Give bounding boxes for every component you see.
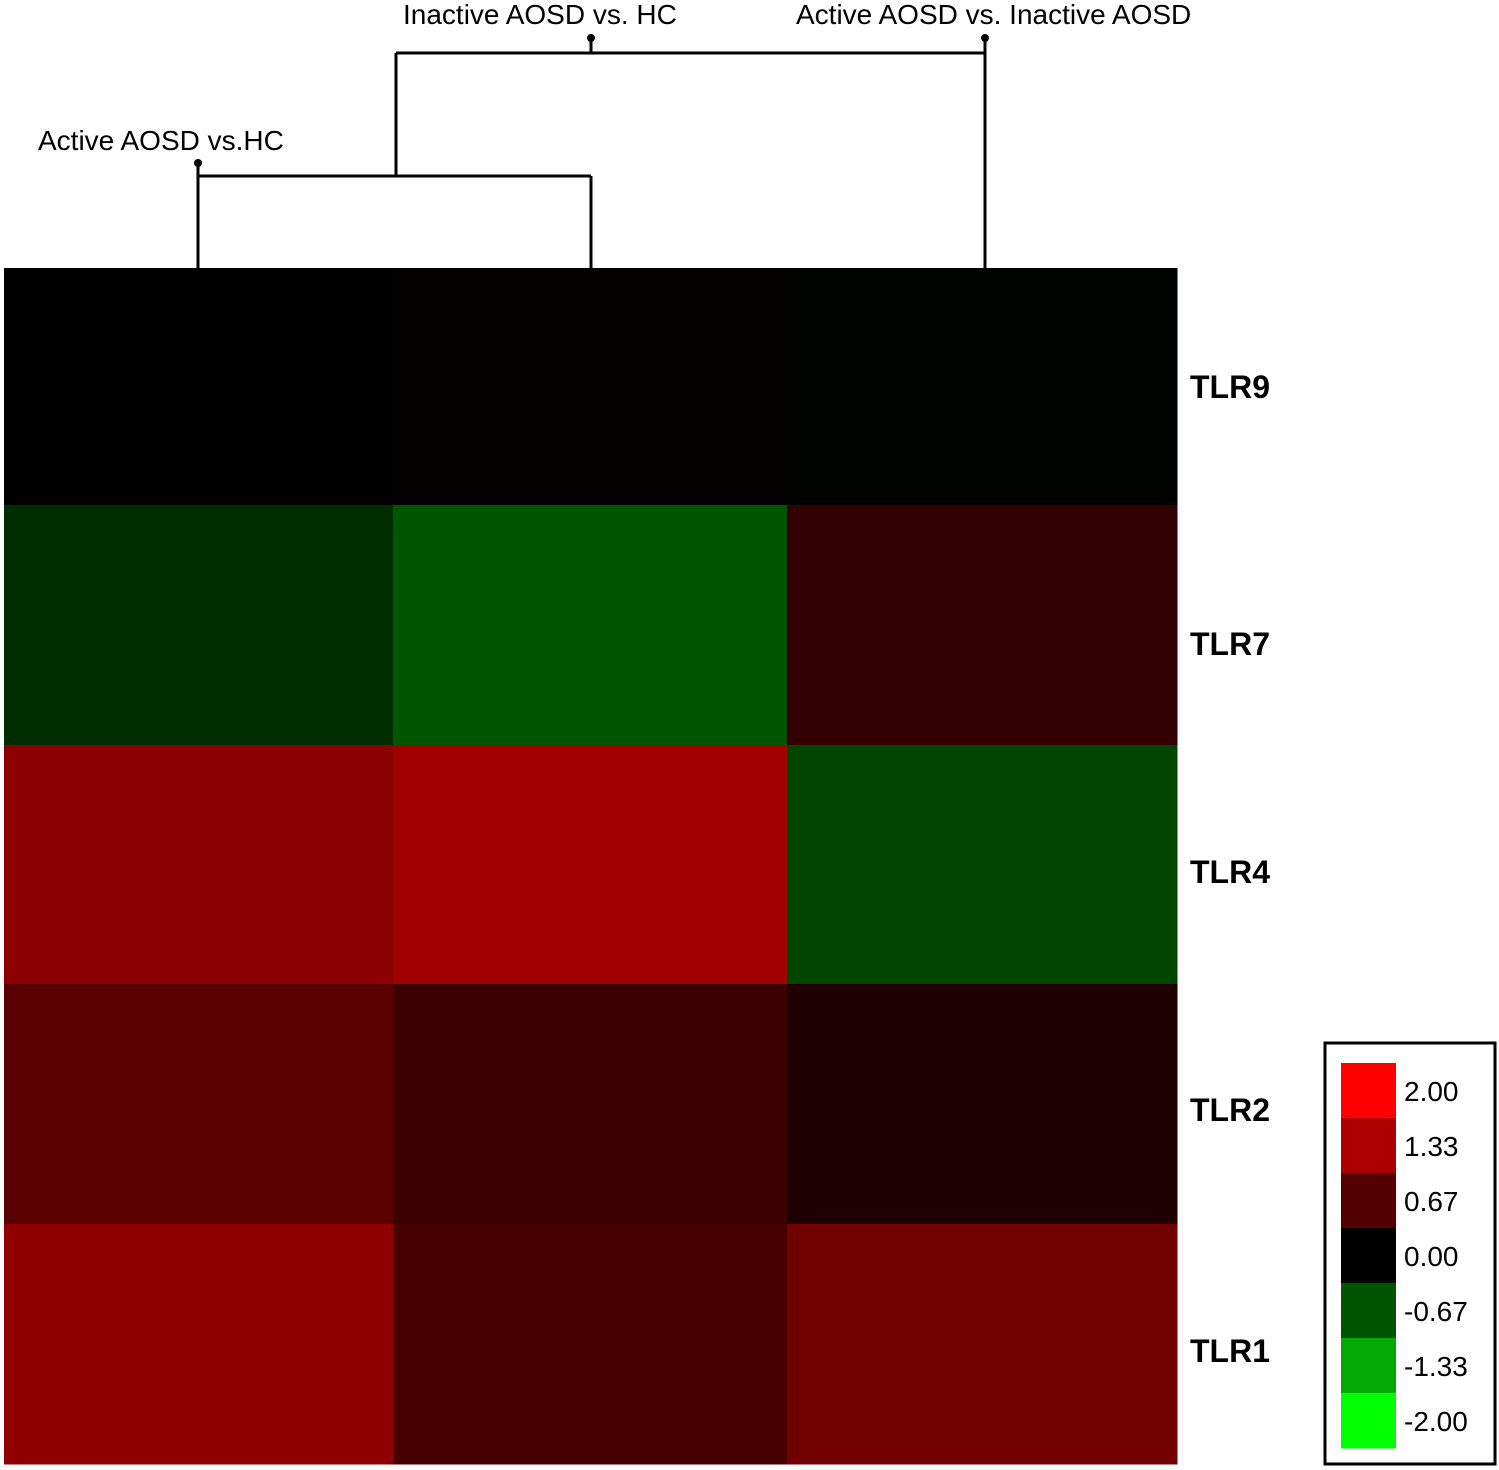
legend-swatch [1341, 1283, 1396, 1339]
legend-swatch [1341, 1338, 1396, 1394]
row-label: TLR7 [1190, 626, 1270, 662]
legend-swatch [1341, 1063, 1396, 1119]
column-label: Inactive AOSD vs. HC [403, 0, 677, 30]
heatmap-cell-tlr9-col2 [393, 268, 788, 506]
heatmap-cell-tlr7-col3 [787, 505, 1178, 746]
dendrogram-node-left [194, 159, 202, 167]
heatmap-cell-tlr4-col3 [787, 745, 1178, 985]
legend-label: -0.67 [1404, 1296, 1468, 1327]
row-labels: TLR9 TLR7 TLR4 TLR2 TLR1 [1190, 369, 1270, 1369]
dendrogram-node-right [981, 34, 989, 42]
legend-label: -1.33 [1404, 1351, 1468, 1382]
legend-swatch [1341, 1118, 1396, 1174]
column-labels: Active AOSD vs.HC Inactive AOSD vs. HC A… [38, 0, 1191, 156]
legend-label: -2.00 [1404, 1406, 1468, 1437]
dendrogram-node-root [587, 34, 595, 42]
heatmap-cell-tlr9-col3 [787, 268, 1178, 506]
legend-swatch [1341, 1393, 1396, 1449]
heatmap-cell-tlr7-col1 [4, 505, 394, 746]
heatmap-cell-tlr4-col1 [4, 745, 394, 985]
heatmap-cell-tlr1-col2 [393, 1224, 788, 1465]
heatmap-cell-tlr1-col1 [4, 1224, 394, 1465]
legend-label: 1.33 [1404, 1131, 1459, 1162]
row-label: TLR4 [1190, 854, 1270, 890]
heatmap-cell-tlr7-col2 [393, 505, 788, 746]
row-label: TLR2 [1190, 1092, 1270, 1128]
legend-swatch [1341, 1173, 1396, 1229]
column-dendrogram [194, 34, 989, 268]
legend-label: 0.00 [1404, 1241, 1459, 1272]
heatmap-cell-tlr2-col1 [4, 984, 394, 1225]
heatmap-cell-tlr4-col2 [393, 745, 788, 985]
row-label: TLR9 [1190, 369, 1270, 405]
heatmap-cell-tlr2-col2 [393, 984, 788, 1225]
heatmap-cell-tlr1-col3 [787, 1224, 1178, 1465]
row-label: TLR1 [1190, 1333, 1270, 1369]
legend-items: 2.00 1.33 0.67 0.00 -0.67 -1.33 -2.00 [1341, 1063, 1468, 1449]
legend-swatch [1341, 1228, 1396, 1284]
legend-label: 2.00 [1404, 1076, 1459, 1107]
heatmap-cell-tlr9-col1 [4, 268, 394, 506]
heatmap-cells [4, 268, 1178, 1465]
column-label: Active AOSD vs.HC [38, 125, 284, 156]
legend-label: 0.67 [1404, 1186, 1459, 1217]
heatmap-cell-tlr2-col3 [787, 984, 1178, 1225]
color-legend: 2.00 1.33 0.67 0.00 -0.67 -1.33 -2.00 [1323, 1041, 1497, 1466]
column-label: Active AOSD vs. Inactive AOSD [796, 0, 1191, 30]
